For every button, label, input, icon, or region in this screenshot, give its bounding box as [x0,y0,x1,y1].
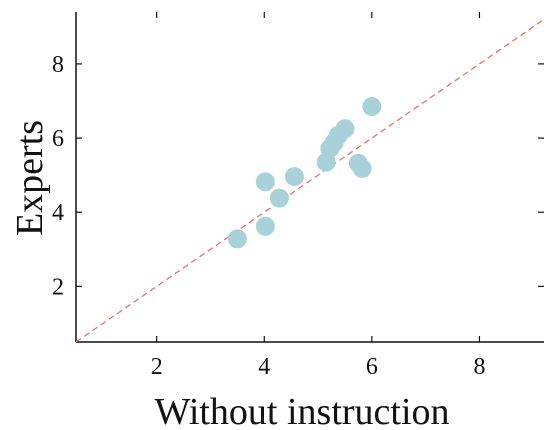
data-point [255,172,275,192]
y-tick-label: 6 [52,126,64,152]
data-point [284,167,304,187]
x-tick-label: 2 [151,354,163,380]
x-tick-label: 4 [258,354,270,380]
reference-line [75,18,545,343]
data-point [269,188,289,208]
y-tick-label: 2 [52,274,64,300]
data-point [362,97,382,117]
x-axis-label: Without instruction [154,391,449,430]
y-tick-label: 4 [52,200,64,226]
data-point [352,158,372,178]
data-point [255,216,275,236]
y-tick-label: 8 [52,52,64,78]
y-axis-label: Experts [9,120,51,236]
data-point [335,119,355,139]
data-point [227,229,247,249]
x-tick-label: 8 [473,354,485,380]
x-tick-label: 6 [366,354,378,380]
